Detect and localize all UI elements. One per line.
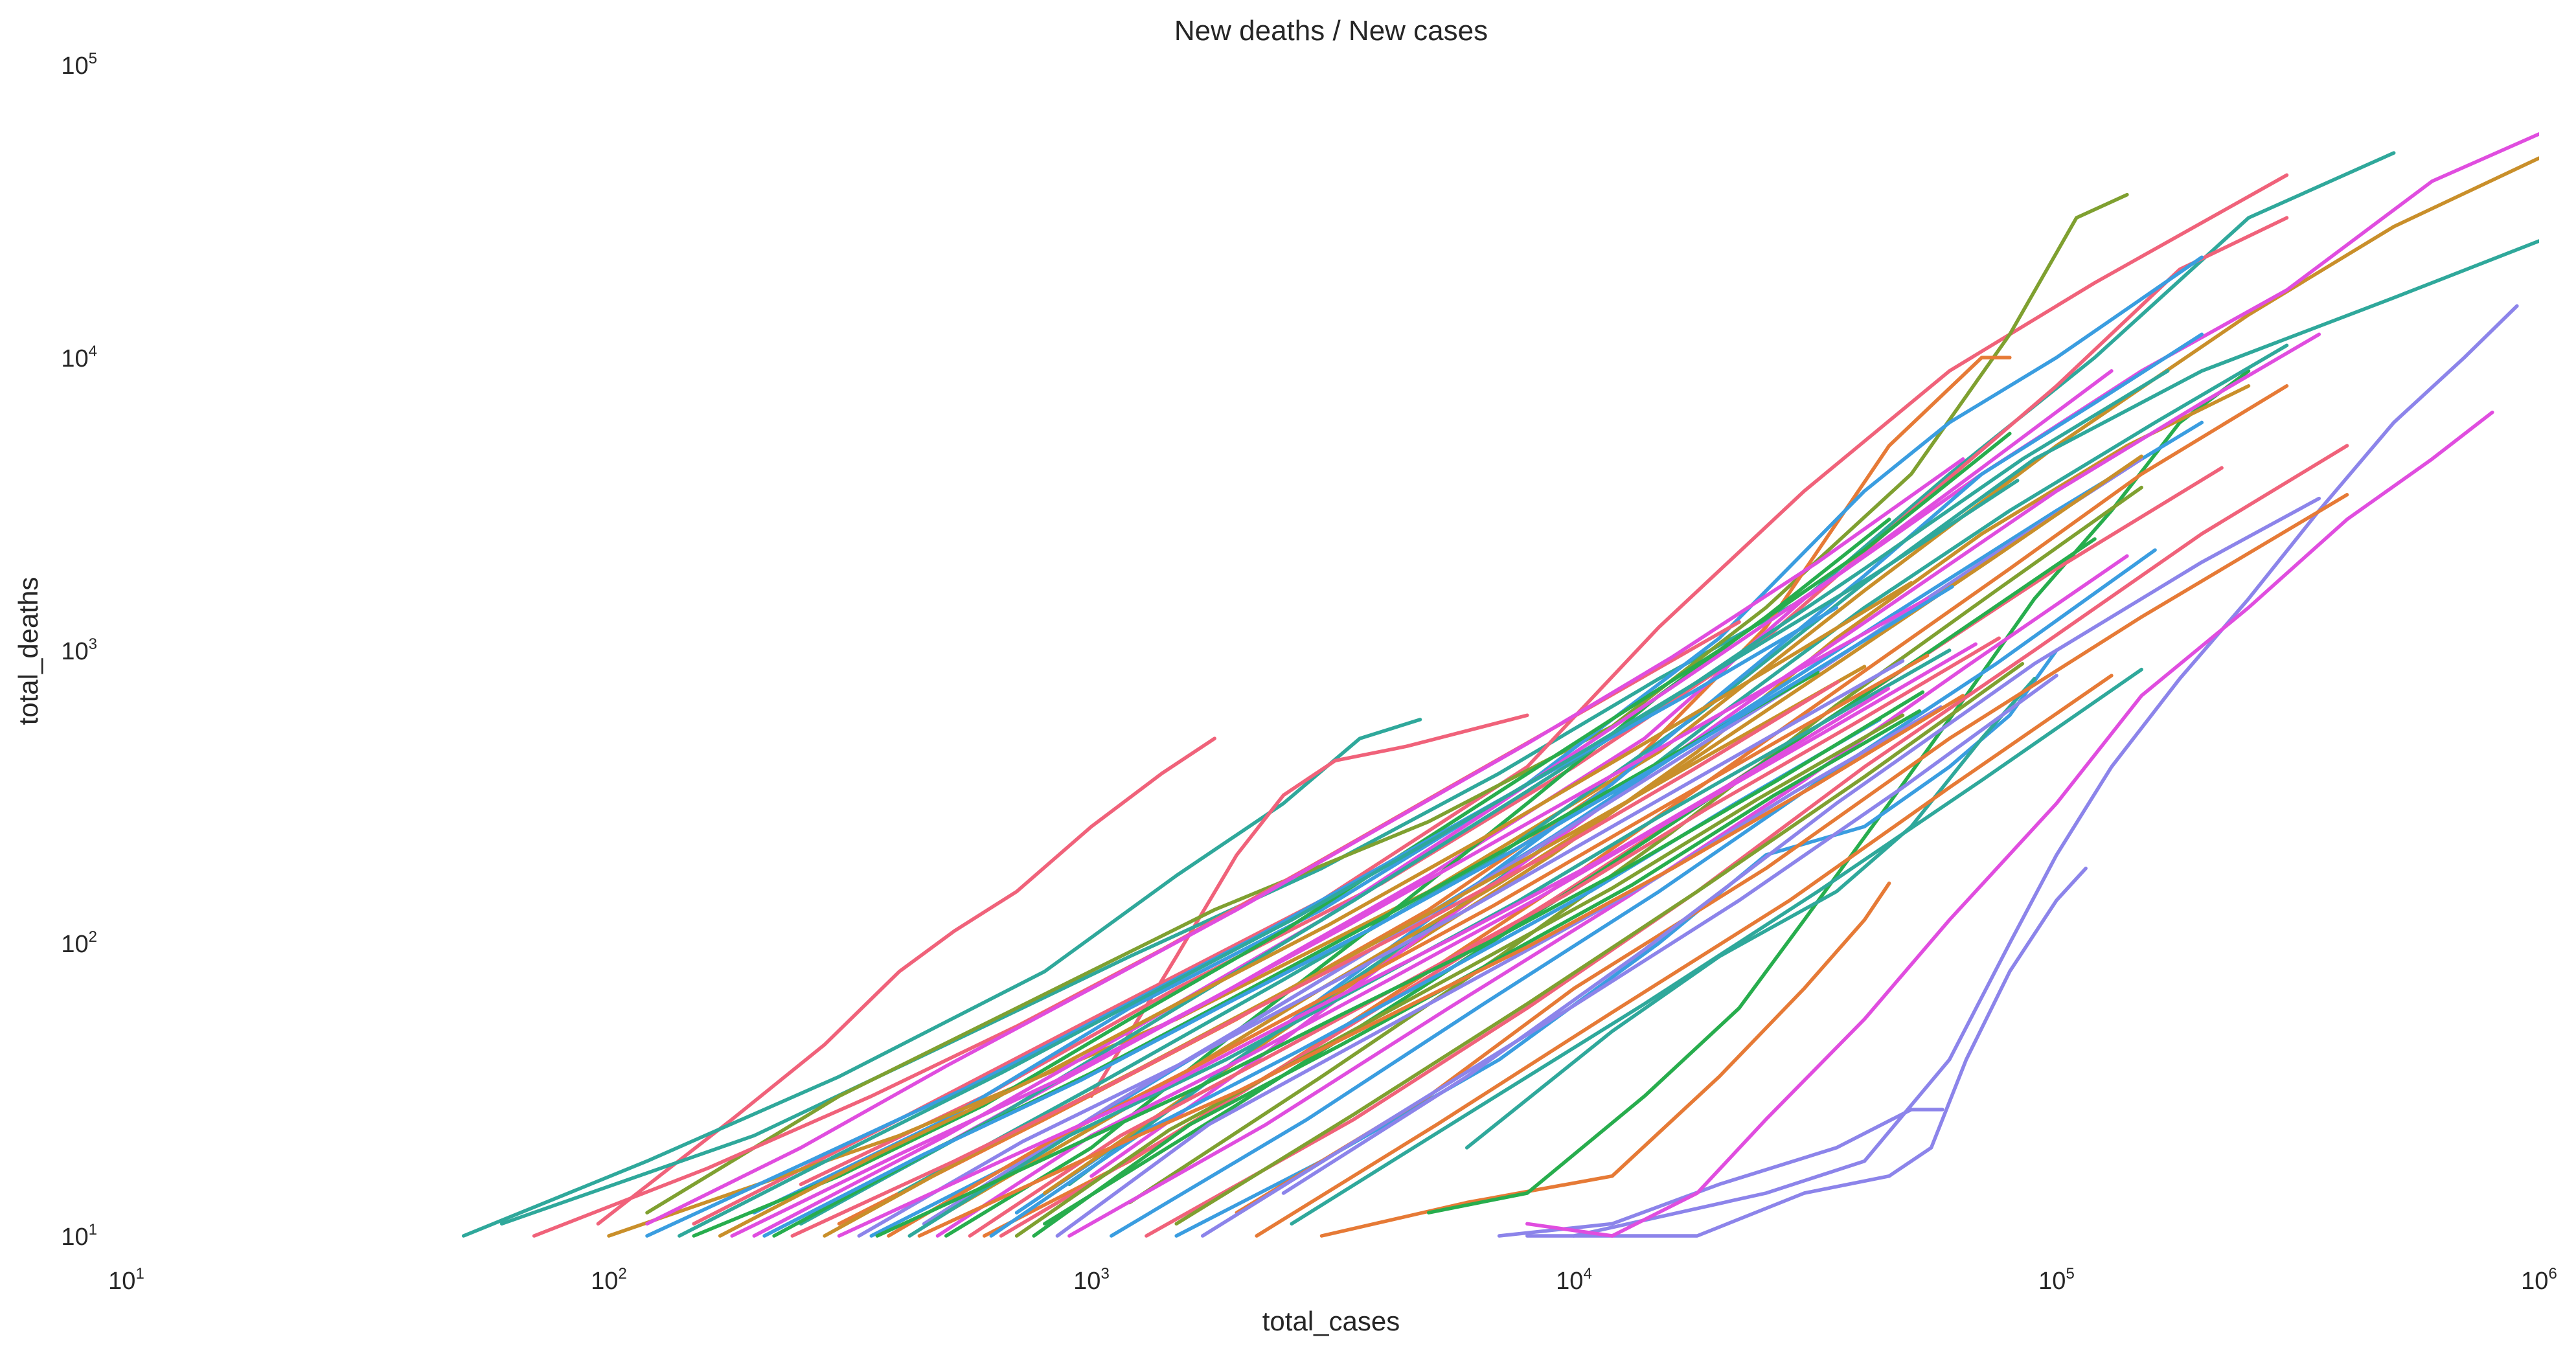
series-line-12 (1497, 1108, 1944, 1238)
series-line-0 (596, 736, 1216, 1226)
series-line-59 (678, 479, 2020, 1238)
series-line-19 (1465, 677, 2036, 1150)
series-line-24 (1043, 384, 2251, 1195)
series-line-43 (1290, 667, 2143, 1226)
x-tick-label-3: 104 (1556, 1265, 1592, 1295)
series-line-46 (730, 597, 1930, 1238)
series-line-58 (645, 457, 1965, 1226)
series-line-64 (875, 690, 1925, 1238)
series-line-63 (837, 687, 1890, 1238)
series-line-3 (499, 151, 2396, 1226)
series-line-42 (1255, 674, 2114, 1238)
series-line-65 (917, 694, 1965, 1238)
x-axis-label: total_cases (1262, 1306, 1400, 1336)
series-line-6 (799, 216, 2289, 1187)
series-layer (461, 132, 2539, 1238)
series-line-57 (1055, 705, 1943, 1238)
x-axis-ticks: 101 102 103 104 105 106 (108, 1265, 2557, 1295)
series-line-9 (607, 156, 2539, 1238)
series-line-28 (1145, 444, 2349, 1238)
x-tick-label-5: 106 (2521, 1265, 2557, 1295)
series-line-10 (897, 239, 2539, 1195)
series-line-53 (968, 636, 2001, 1238)
series-line-61 (762, 584, 1954, 1238)
series-line-32 (922, 457, 2143, 1226)
y-axis-ticks: 101 102 103 104 105 (61, 50, 97, 1251)
x-tick-label-2: 103 (1073, 1265, 1110, 1295)
series-line-26 (1089, 332, 2321, 1178)
series-line-49 (857, 659, 1905, 1238)
y-tick-label-0: 101 (61, 1221, 97, 1251)
y-tick-label-1: 102 (61, 928, 97, 958)
series-line-14 (1572, 304, 2519, 1238)
series-line-62 (790, 680, 1840, 1238)
series-line-1 (461, 718, 1422, 1238)
y-tick-label-2: 103 (61, 635, 97, 665)
series-line-41 (1200, 674, 2058, 1238)
series-line-33 (752, 369, 2114, 1238)
x-tick-label-4: 105 (2038, 1265, 2075, 1295)
series-line-39 (1067, 554, 2129, 1238)
y-axis-label: total_deaths (13, 577, 43, 725)
series-line-13 (1525, 866, 2088, 1238)
series-line-4 (692, 173, 2289, 1226)
series-line-15 (1319, 881, 1891, 1238)
series-line-60 (718, 581, 1913, 1238)
series-line-17 (1525, 410, 2494, 1238)
series-line-21 (1281, 496, 2321, 1195)
chart-title: New deaths / New cases (1174, 15, 1488, 47)
series-line-38 (1110, 548, 2157, 1238)
x-tick-label-0: 101 (108, 1265, 144, 1295)
series-line-40 (1174, 661, 2025, 1226)
series-line-45 (645, 606, 1839, 1238)
series-line-2 (1089, 713, 1529, 1099)
series-line-30 (982, 384, 2289, 1238)
y-tick-label-3: 104 (61, 343, 97, 372)
x-tick-label-1: 102 (591, 1265, 627, 1295)
y-tick-label-4: 105 (61, 50, 97, 80)
series-line-52 (935, 642, 1978, 1238)
series-line-55 (1014, 713, 1905, 1238)
